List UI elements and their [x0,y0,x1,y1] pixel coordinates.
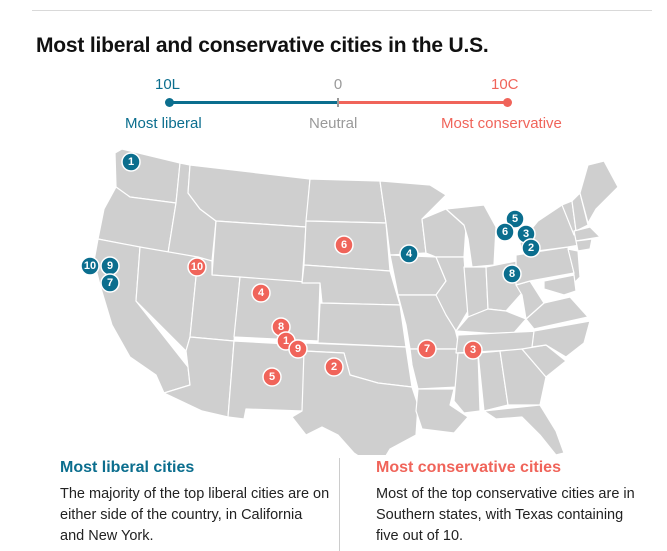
conservative-marker-9-label: 9 [295,343,301,355]
state-michigan [445,204,497,268]
conservative-section-text: Most of the top conservative cities are … [376,486,635,544]
liberal-marker-10-label: 10 [84,260,96,272]
legend-liberal-scale [169,101,338,104]
liberal-marker-9: 9 [100,256,120,276]
liberal-marker-1-label: 1 [128,156,134,168]
conservative-marker-10-label: 10 [191,261,203,273]
conservative-marker-1-label: 1 [283,335,289,347]
state-texas [291,350,419,455]
legend-center-label: Neutral [309,115,358,132]
conservative-marker-2: 2 [324,357,344,377]
conservative-marker-3-label: 3 [470,344,476,356]
legend-liberal-end-dot [165,98,174,107]
legend-conservative-scale [339,101,507,104]
legend-conservative-end-dot [503,98,512,107]
conservative-marker-5: 5 [262,367,282,387]
legend-left-label: Most liberal [125,115,202,132]
liberal-marker-7: 7 [100,273,120,293]
conservative-marker-7: 7 [417,339,437,359]
conservative-marker-8-label: 8 [278,321,284,333]
state-massachusetts [573,226,601,242]
us-map: 1 10 9 7 4 5 6 [60,135,620,455]
state-mississippi [453,352,481,414]
liberal-marker-2: 2 [521,238,541,258]
liberal-marker-5: 5 [505,209,525,229]
legend-left-value: 10L [155,76,181,93]
liberal-marker-6-label: 6 [502,226,508,238]
state-georgia [499,348,547,406]
liberal-marker-4-label: 4 [406,248,413,260]
liberal-marker-8-label: 8 [509,268,515,280]
conservative-marker-4: 4 [251,283,271,303]
liberal-markers: 1 10 9 7 4 5 6 [80,152,541,293]
legend-neutral-tick [337,98,339,107]
liberal-marker-9-label: 9 [107,260,113,272]
liberal-marker-6: 6 [495,222,515,242]
section-divider [339,458,340,551]
conservative-marker-3: 3 [463,340,483,360]
liberal-marker-4: 4 [399,244,419,264]
state-indiana [463,266,489,318]
conservative-marker-10: 10 [187,257,207,277]
conservative-marker-4-label: 4 [258,287,265,299]
state-north-dakota [305,178,387,224]
state-kansas [317,302,407,348]
state-florida [483,404,565,455]
us-map-svg: 1 10 9 7 4 5 6 [80,148,619,455]
page-title: Most liberal and conservative cities in … [36,34,489,57]
liberal-marker-7-label: 7 [107,277,113,289]
liberal-marker-5-label: 5 [512,213,518,225]
state-connecticut [575,238,593,252]
state-wyoming [211,220,307,284]
conservative-marker-6: 6 [334,235,354,255]
legend-right-value: 10C [491,76,519,93]
liberal-marker-10: 10 [80,256,100,276]
liberal-marker-3-label: 3 [523,228,529,240]
state-new-hampshire [571,192,589,232]
state-north-carolina [531,320,591,358]
state-illinois [435,256,469,332]
legend-right-label: Most conservative [441,115,562,132]
conservative-section-heading: Most conservative cities [376,459,561,476]
liberal-marker-8: 8 [502,264,522,284]
liberal-marker-1: 1 [121,152,141,172]
legend: 10L 0 10C Most liberal Neutral Most cons… [0,70,667,140]
states [93,148,619,455]
liberal-marker-2-label: 2 [528,242,534,254]
conservative-marker-2-label: 2 [331,361,337,373]
state-louisiana [415,388,469,434]
conservative-marker-9: 9 [288,339,308,359]
liberal-section-heading: Most liberal cities [60,459,195,476]
state-new-jersey [567,248,581,286]
state-maine [579,160,619,224]
liberal-section-text: The majority of the top liberal cities a… [60,486,330,544]
conservative-marker-7-label: 7 [424,343,430,355]
legend-center-value: 0 [333,76,343,93]
top-rule [32,10,652,11]
conservative-markers: 10 6 4 8 1 9 5 [187,235,483,387]
state-arkansas [409,348,461,390]
conservative-marker-5-label: 5 [269,371,275,383]
conservative-marker-6-label: 6 [341,239,347,251]
state-maryland [543,274,577,296]
